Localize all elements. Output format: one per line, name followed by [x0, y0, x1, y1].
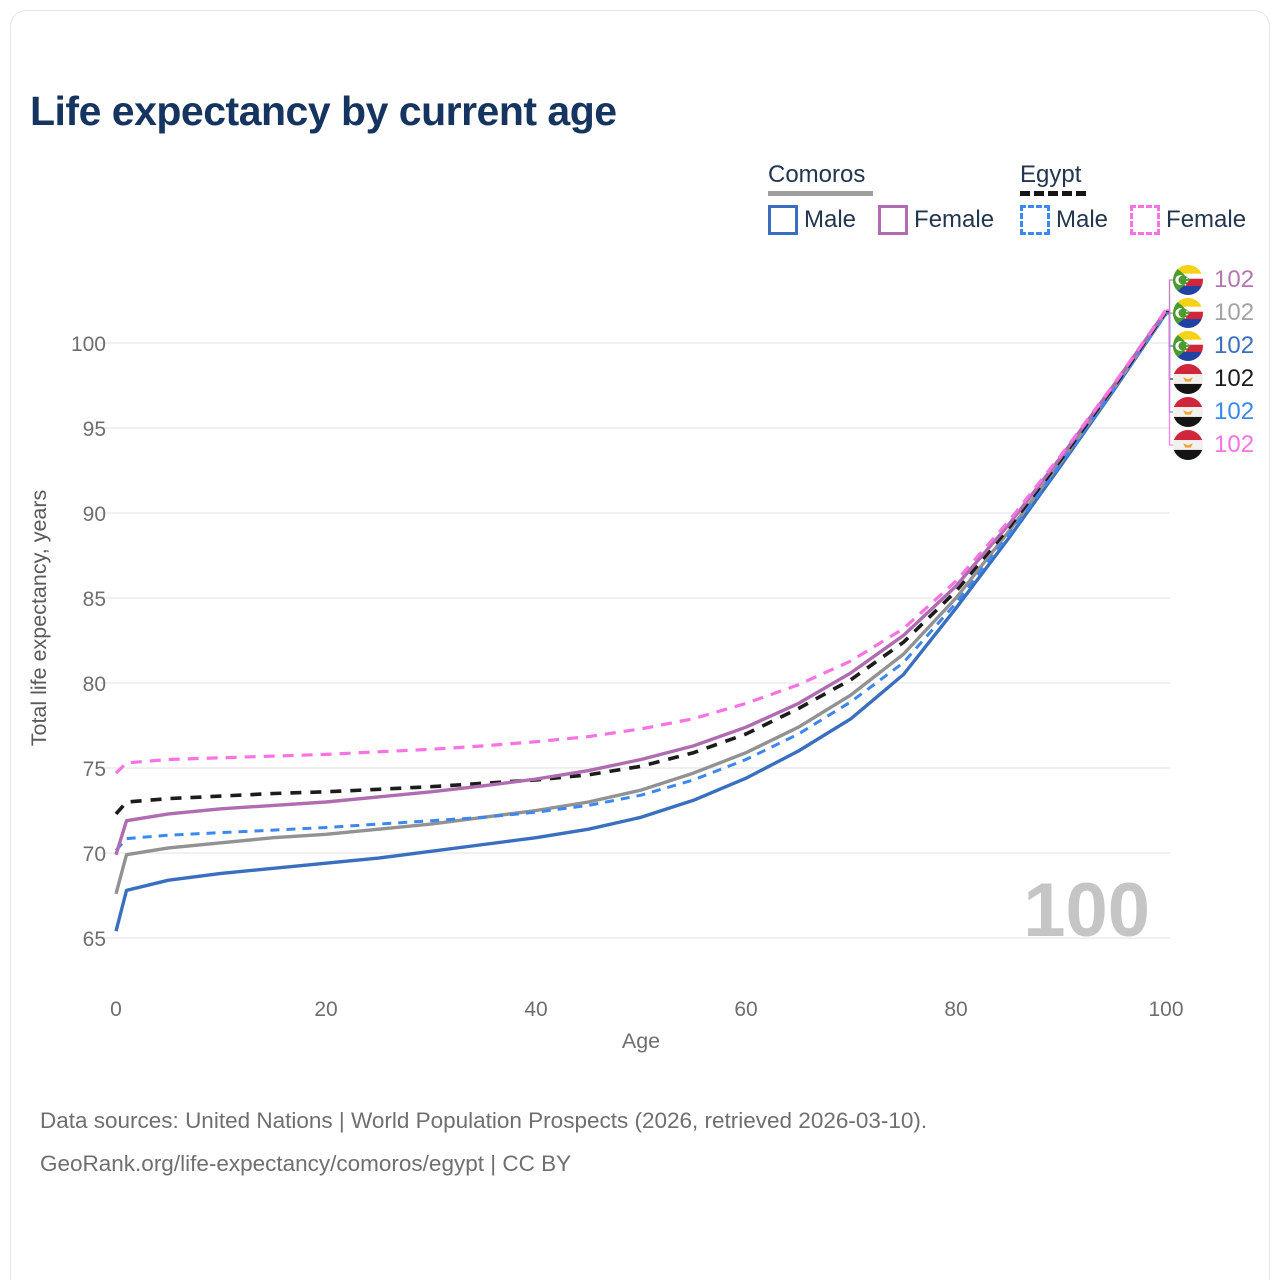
x-tick-label: 100 [1148, 998, 1183, 1021]
series-line-comoros [114, 311, 1168, 895]
x-tick-label: 60 [734, 998, 757, 1021]
comoros-female-swatch-icon [878, 205, 909, 235]
x-tick-label: 20 [314, 998, 337, 1021]
series-line-egypt [114, 310, 1168, 816]
legend-egypt-title: Egypt [1020, 161, 1082, 188]
comoros-solid-line-sample [768, 191, 873, 196]
series-line-egypt-female [114, 308, 1168, 775]
series-line-comoros-male [114, 312, 1168, 932]
comoros-male-swatch-icon [768, 205, 798, 235]
y-tick-label: 90 [83, 503, 106, 526]
leader-line [1166, 279, 1173, 312]
egypt-male-swatch-icon [1020, 205, 1050, 235]
x-tick-label: 80 [944, 998, 967, 1021]
y-tick-label: 70 [83, 843, 106, 866]
attribution-text: GeoRank.org/life-expectancy/comoros/egyp… [40, 1151, 572, 1176]
footer: Data sources: United Nations | World Pop… [40, 1108, 927, 1194]
y-tick-label: 75 [83, 758, 106, 781]
y-tick-label: 85 [83, 588, 106, 611]
page-title: Life expectancy by current age [30, 88, 617, 134]
y-tick-label: 95 [83, 418, 106, 441]
x-axis-title: Age [622, 1029, 660, 1053]
series-line-egypt-male [114, 313, 1168, 852]
legend-group-comoros: Comoros Male Female [768, 162, 1016, 235]
y-tick-label: 80 [83, 673, 106, 696]
legend-group-egypt: Egypt Male Female [1020, 162, 1268, 235]
legend-item-egypt-female[interactable]: Female [1130, 205, 1246, 235]
age-counter-watermark: 100 [1023, 868, 1150, 953]
legend-label: Female [914, 206, 995, 233]
data-sources-text: Data sources: United Nations | World Pop… [40, 1108, 928, 1133]
legend-item-comoros-male[interactable]: Male [768, 205, 856, 235]
x-tick-label: 40 [524, 998, 547, 1021]
legend-item-egypt-male[interactable]: Male [1020, 205, 1108, 235]
leader-line [1166, 309, 1173, 446]
series-line-comoros-female [114, 309, 1168, 856]
legend-item-comoros-female[interactable]: Female [878, 205, 994, 235]
legend-label: Female [1166, 206, 1247, 233]
legend-label: Male [1056, 206, 1109, 233]
legend-comoros-title: Comoros [768, 161, 866, 188]
y-tick-label: 65 [83, 928, 106, 951]
egypt-female-swatch-icon [1130, 205, 1161, 235]
x-tick-label: 0 [110, 998, 122, 1021]
legend-label: Male [804, 206, 857, 233]
y-axis-title: Total life expectancy, years [27, 490, 51, 747]
egypt-dashed-line-sample [1020, 191, 1086, 196]
y-tick-label: 100 [71, 333, 106, 356]
